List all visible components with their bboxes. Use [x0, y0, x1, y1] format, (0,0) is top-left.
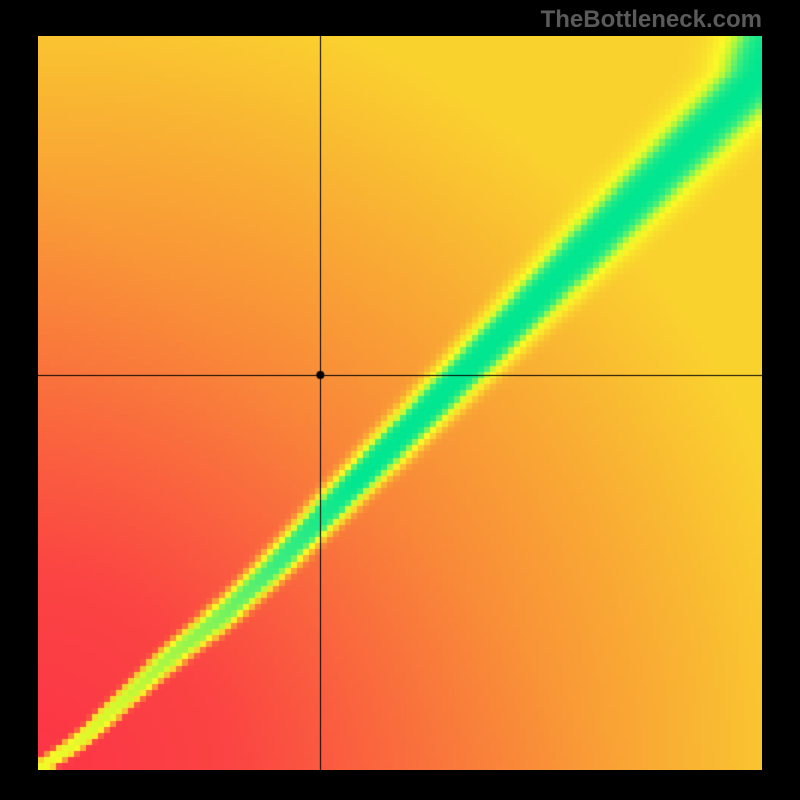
bottleneck-heatmap	[38, 36, 762, 770]
chart-container: TheBottleneck.com	[0, 0, 800, 800]
watermark-text: TheBottleneck.com	[541, 6, 762, 34]
